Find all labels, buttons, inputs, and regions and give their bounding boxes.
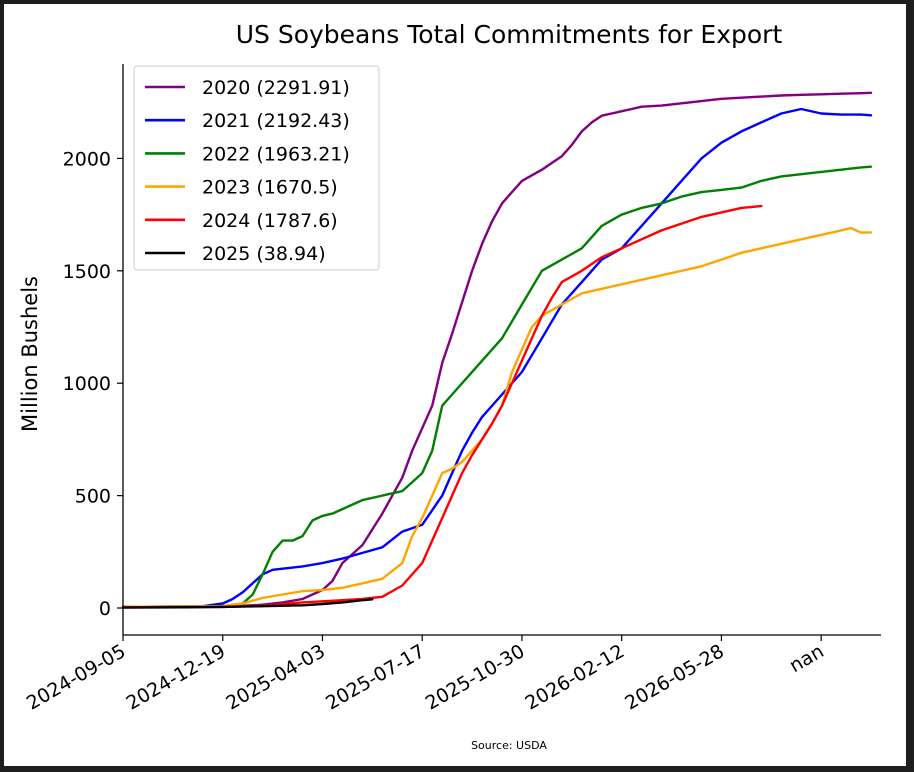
y-tick-label: 1000 [63,373,111,395]
chart-title: US Soybeans Total Commitments for Export [236,20,783,49]
legend-label: 2024 (1787.6) [202,210,338,232]
legend-label: 2022 (1963.21) [202,143,350,165]
chart-canvas: US Soybeans Total Commitments for Export… [18,20,881,752]
x-tick-label: 2024-09-05 [23,640,130,714]
y-tick-label: 500 [75,486,111,508]
y-tick-label: 1500 [63,261,111,283]
series-line-4 [121,204,763,609]
legend-box [133,65,380,271]
x-tick-label: 2025-07-17 [322,640,429,714]
plot-area [121,91,873,609]
x-tick-label: nan [786,640,828,677]
legend-label: 2020 (2291.91) [202,77,350,99]
x-tick-label: 2026-05-28 [621,640,728,714]
series-line-3 [121,226,873,609]
legend-label: 2021 (2192.43) [202,110,350,132]
chart-frame: US Soybeans Total Commitments for Export… [4,4,906,766]
series-line-5 [121,598,374,609]
y-tick-label: 2000 [63,148,111,170]
series-line-1 [121,107,873,609]
legend: 2020 (2291.91) 2021 (2192.43) 2022 (1963.2… [133,65,380,271]
series-line-2 [121,165,873,609]
x-tick-label: 2025-04-03 [222,640,329,714]
series-line-0 [121,91,873,609]
x-tick-label: 2026-02-12 [522,640,629,714]
x-tick-label: 2025-10-30 [422,640,529,714]
legend-label: 2025 (38.94) [202,243,326,265]
x-tick-label: 2024-12-19 [123,640,230,714]
y-tick-label: 0 [99,598,111,620]
y-axis-label: Million Bushels [18,276,42,432]
source-note: Source: USDA [471,739,547,752]
legend-label: 2023 (1670.5) [202,177,338,199]
